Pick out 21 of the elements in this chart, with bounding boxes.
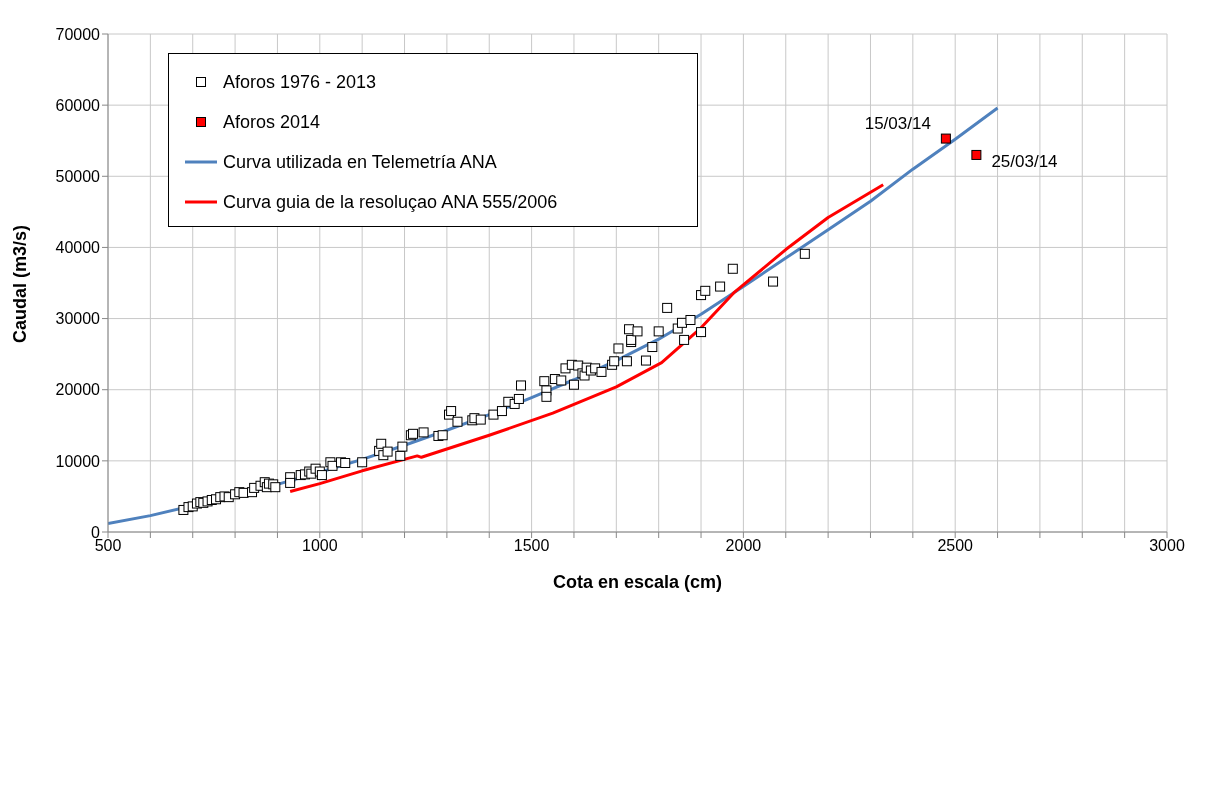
y-tick-label: 40000: [55, 239, 101, 257]
x-tick-label: 2500: [937, 537, 974, 555]
annotation: 15/03/14: [864, 113, 931, 133]
y-tick-label: 60000: [55, 96, 101, 114]
y-tick-label: 10000: [55, 452, 101, 470]
x-tick-label: 1500: [513, 537, 550, 555]
x-tick-label: 1000: [302, 537, 338, 555]
x-axis-title: Cota en escala (cm): [552, 572, 723, 592]
legend-label: Aforos 2014: [223, 111, 321, 133]
y-tick-label: 30000: [55, 310, 101, 328]
x-tick-label: 2000: [725, 537, 762, 555]
x-tick-label: 500: [94, 537, 122, 555]
y-axis-title: Caudal (m3/s): [10, 224, 31, 343]
legend-label: Curva utilizada en Telemetría ANA: [223, 151, 497, 173]
annotation: 25/03/14: [991, 151, 1058, 171]
legend-label: Curva guia de la resoluçao ANA 555/2006: [223, 191, 558, 213]
y-tick-label: 20000: [55, 381, 101, 399]
y-tick-label: 50000: [55, 167, 101, 185]
legend-label: Aforos 1976 - 2013: [223, 71, 377, 93]
x-tick-label: 3000: [1149, 537, 1185, 555]
y-tick-label: 70000: [55, 25, 101, 43]
